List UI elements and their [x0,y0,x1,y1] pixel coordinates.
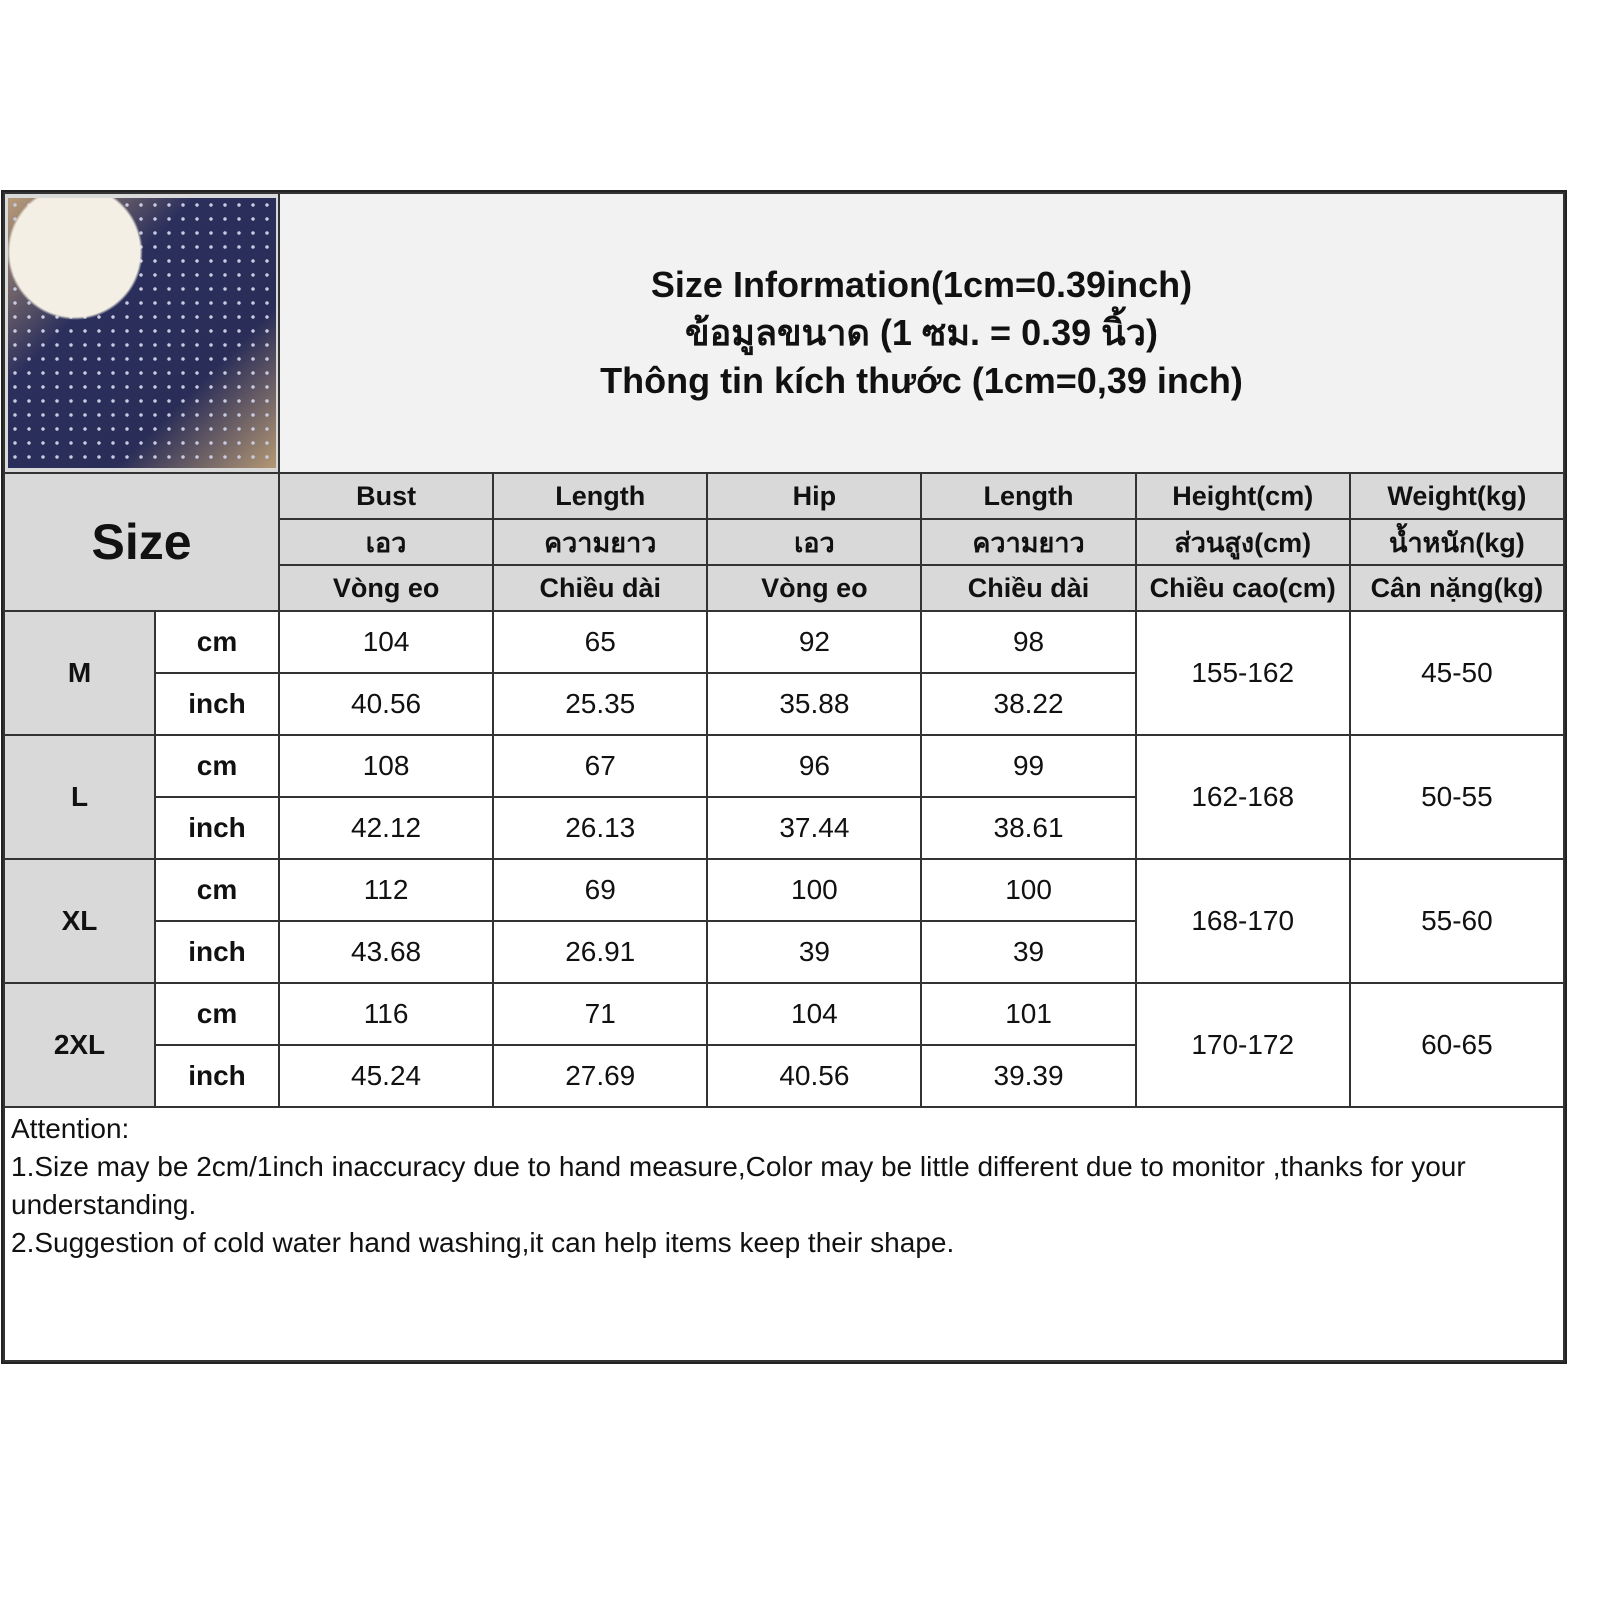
column-header-th: ความยาว [920,518,1137,566]
column-header-en: Length [920,472,1137,520]
cell-inch: 26.91 [492,920,709,984]
column-header-vi: Chiều dài [920,564,1137,612]
table-row: inch 45.24 27.69 40.56 39.39 [4,1044,1564,1108]
cell-cm: 104 [706,982,923,1046]
weight-range: 55-60 [1348,858,1566,984]
unit-label: cm [154,982,280,1046]
weight-range: 45-50 [1348,610,1566,736]
column-header-th: เอว [706,518,923,566]
unit-label: cm [154,858,280,922]
cell-inch: 40.56 [277,672,495,736]
cell-inch: 45.24 [277,1044,495,1108]
table-row: XL cm 112 69 100 100 168-170 55-60 [3,858,1566,984]
weight-range: 50-55 [1348,734,1566,860]
cell-inch: 40.56 [706,1044,923,1108]
column-header-en: Weight(kg) [1348,472,1566,520]
title-vi: Thông tin kích thước (1cm=0,39 inch) [600,360,1243,401]
size-label: M [3,610,156,736]
height-range: 168-170 [1134,858,1351,984]
unit-label: inch [154,1044,280,1108]
cell-cm: 112 [277,858,495,922]
note-1: 1.Size may be 2cm/1inch inaccuracy due t… [11,1151,1466,1220]
unit-label: inch [154,796,280,860]
cell-cm: 101 [920,982,1137,1046]
cell-cm: 104 [277,610,495,674]
cell-cm: 98 [920,610,1137,674]
size-table: Size Information(1cm=0.39inch) ข้อมูลขนา… [3,192,1566,1362]
cell-inch: 43.68 [277,920,495,984]
column-header-en: Bust [277,472,495,520]
cell-cm: 67 [492,734,709,798]
size-label: L [3,734,156,860]
size-label: XL [3,858,156,984]
unit-label: cm [154,610,280,674]
cell-inch: 27.69 [492,1044,709,1108]
title-th: ข้อมูลขนาด (1 ซม. = 0.39 นิ้ว) [685,312,1158,353]
cell-cm: 100 [706,858,923,922]
column-header-vi: Vòng eo [706,564,923,612]
note-2: 2.Suggestion of cold water hand washing,… [11,1227,955,1258]
cell-cm: 116 [277,982,495,1046]
column-header-vi: Chiều cao(cm) [1134,564,1351,612]
weight-range: 60-65 [1348,982,1566,1108]
column-header-th: น้ำหนัก(kg) [1348,518,1566,566]
column-header-th: ความยาว [492,518,709,566]
size-header: Size [3,472,280,612]
cell-cm: 100 [920,858,1137,922]
column-header-th: ส่วนสูง(cm) [1134,518,1351,566]
table-row: 2XL cm 116 71 104 101 170-172 60-65 [3,982,1566,1108]
cell-cm: 99 [920,734,1137,798]
table-row: inch 43.68 26.91 39 39 [4,920,1564,984]
cell-inch: 26.13 [492,796,709,860]
size-chart: Size Information(1cm=0.39inch) ข้อมูลขนา… [1,190,1567,1364]
column-header-en: Height(cm) [1134,472,1351,520]
cell-inch: 39.39 [920,1044,1137,1108]
cell-inch: 38.61 [920,796,1137,860]
cell-cm: 71 [492,982,709,1046]
notes: Attention: 1.Size may be 2cm/1inch inacc… [3,1106,1565,1362]
size-label: 2XL [3,982,156,1108]
column-header-en: Length [492,472,709,520]
height-range: 162-168 [1134,734,1351,860]
height-range: 155-162 [1134,610,1351,736]
cell-inch: 39 [706,920,923,984]
cell-cm: 69 [492,858,709,922]
height-range: 170-172 [1134,982,1351,1108]
cell-inch: 35.88 [706,672,923,736]
column-header-vi: Cân nặng(kg) [1348,564,1566,612]
cell-inch: 38.22 [920,672,1137,736]
notes-heading: Attention: [11,1113,130,1144]
column-header-vi: Vòng eo [277,564,495,612]
table-row: inch 40.56 25.35 35.88 38.22 [4,672,1564,736]
unit-label: inch [154,920,280,984]
cell-inch: 25.35 [492,672,709,736]
cell-inch: 37.44 [706,796,923,860]
title-block: Size Information(1cm=0.39inch) ข้อมูลขนา… [278,192,1565,474]
product-photo-cell [3,192,280,474]
unit-label: inch [154,672,280,736]
cell-cm: 65 [492,610,709,674]
cell-cm: 92 [706,610,923,674]
column-header-th: เอว [277,518,495,566]
column-header-en: Hip [706,472,923,520]
cell-cm: 108 [277,734,495,798]
cell-cm: 96 [706,734,923,798]
product-photo [7,198,276,468]
title-en: Size Information(1cm=0.39inch) [650,264,1193,305]
table-row: inch 42.12 26.13 37.44 38.61 [4,796,1564,860]
cell-inch: 39 [920,920,1137,984]
unit-label: cm [154,734,280,798]
cell-inch: 42.12 [277,796,495,860]
column-header-vi: Chiều dài [492,564,709,612]
